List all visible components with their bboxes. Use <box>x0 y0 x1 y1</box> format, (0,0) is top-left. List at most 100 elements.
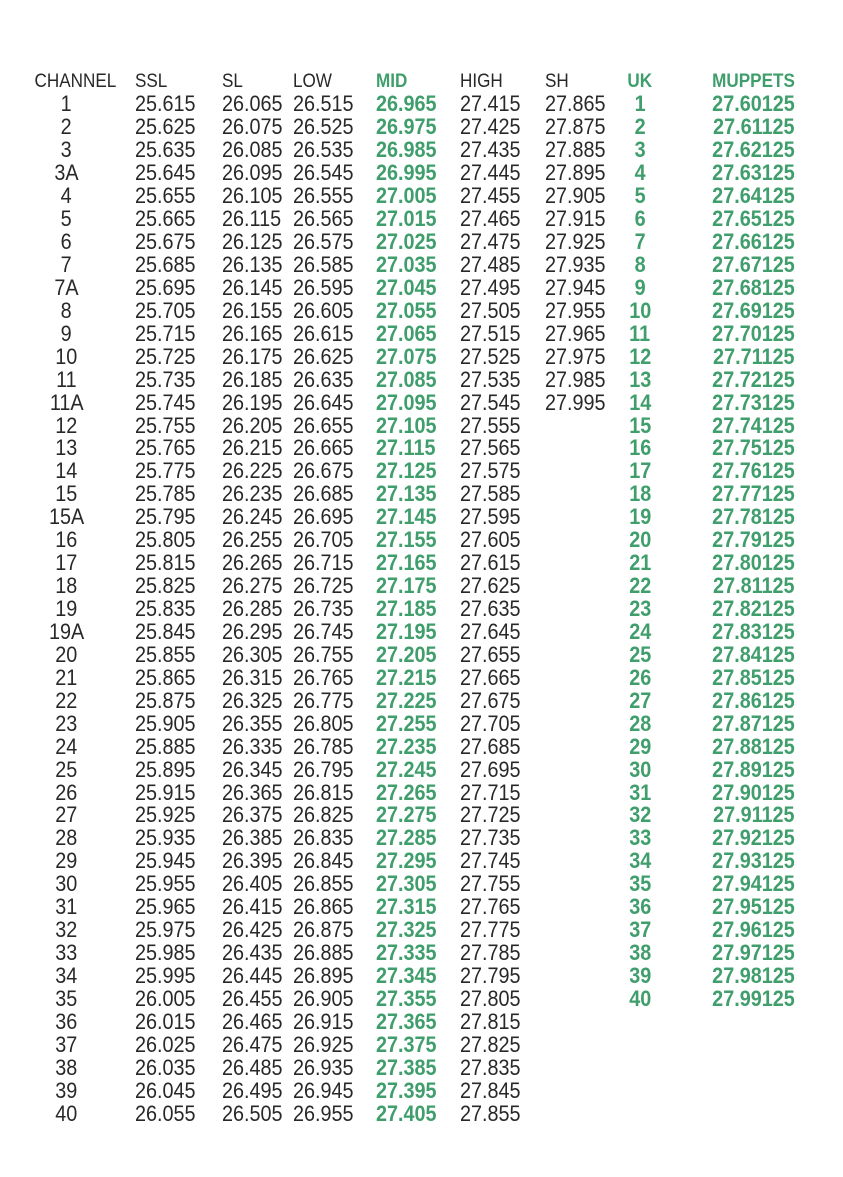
cell-uk: 28 <box>620 712 660 735</box>
cell-ssl: 25.705 <box>135 297 197 323</box>
cell-sh <box>545 988 607 1010</box>
cell-value-sl: 26.245 <box>222 504 283 530</box>
cell-value-mid: 27.115 <box>376 435 436 461</box>
cell-channel: 33 <box>30 942 103 964</box>
cell-low: 26.665 <box>293 437 355 459</box>
cell-uk: 10 <box>620 297 660 323</box>
cell-channel: 34 <box>30 965 103 987</box>
cell-value-ssl: 25.705 <box>135 297 196 323</box>
cell-muppets: 27.66125 <box>660 231 795 253</box>
cell-channel: 2 <box>30 116 103 138</box>
cell-value-sl: 26.345 <box>222 756 283 782</box>
cell-value-sh: 27.955 <box>545 297 606 323</box>
cell-sl: 26.115 <box>222 208 284 230</box>
cell-value-channel: 7A <box>54 274 79 300</box>
cell-uk: 21 <box>620 552 660 574</box>
cell-value-muppets: 27.60125 <box>712 91 795 117</box>
cell-value-ssl: 26.045 <box>135 1077 196 1103</box>
cell-sl: 26.105 <box>222 185 284 207</box>
cell-value-ssl: 25.695 <box>135 274 196 300</box>
column-header-uk: UK <box>620 72 660 91</box>
cell-value-high: 27.485 <box>460 251 521 277</box>
cell-value-sl: 26.295 <box>222 618 283 644</box>
cell-value-uk: 10 <box>628 297 652 323</box>
cell-value-mid: 26.995 <box>376 160 437 186</box>
table-row: 19 25.835 26.285 26.735 27.185 27.635 23 27.821… <box>30 598 843 621</box>
cell-channel: 36 <box>30 1010 103 1033</box>
cell-sh: 27.895 <box>545 162 607 184</box>
cell-uk: 3 <box>620 139 660 161</box>
cell-high: 27.415 <box>460 93 522 115</box>
cell-high: 27.655 <box>460 641 522 667</box>
cell-value-channel: 20 <box>55 641 78 667</box>
cell-muppets: 27.86125 <box>660 689 795 712</box>
cell-sl: 26.415 <box>222 896 284 918</box>
cell-sl: 26.405 <box>222 873 284 895</box>
cell-value-muppets: 27.76125 <box>712 458 795 484</box>
cell-value-mid: 27.305 <box>376 871 437 897</box>
cell-channel: 26 <box>30 781 103 804</box>
cell-low: 26.805 <box>293 712 355 735</box>
cell-value-mid: 27.185 <box>376 596 437 622</box>
cell-channel: 9 <box>30 322 103 345</box>
cell-value-sh: 27.935 <box>545 251 606 277</box>
cell-value-high: 27.655 <box>460 641 521 667</box>
cell-sh <box>545 483 607 505</box>
cell-value-high: 27.445 <box>460 160 521 186</box>
cell-value-sh: 27.865 <box>545 91 606 117</box>
cell-value-uk: 29 <box>628 733 652 759</box>
cell-value-ssl: 25.625 <box>135 114 196 140</box>
cell-value-uk: 3 <box>634 137 646 163</box>
cell-mid: 27.075 <box>376 345 438 368</box>
cell-sl: 26.345 <box>222 756 284 782</box>
cell-value-sl: 26.115 <box>222 206 282 232</box>
cell-value-high: 27.805 <box>460 985 521 1011</box>
cell-low: 26.945 <box>293 1079 355 1102</box>
cell-value-sl: 26.445 <box>222 963 283 989</box>
table-row: 39 26.045 26.495 26.945 27.395 27.845 <box>30 1079 843 1102</box>
cell-value-sh: 27.965 <box>545 320 606 346</box>
column-header-mid: MID <box>376 72 438 91</box>
cell-value-sh: 27.945 <box>545 274 606 300</box>
cell-value-uk: 22 <box>628 573 652 599</box>
table-row: 3A 25.645 26.095 26.545 26.995 27.445 27.895 4 2… <box>30 162 843 185</box>
cell-ssl: 25.895 <box>135 758 197 781</box>
cell-sl: 26.455 <box>222 987 284 1010</box>
cell-sl: 26.075 <box>222 116 284 138</box>
cell-mid: 27.205 <box>376 643 438 666</box>
cell-sh: 27.875 <box>545 116 607 138</box>
cell-sh <box>545 529 607 551</box>
cell-mid: 27.245 <box>376 758 438 781</box>
cell-high: 27.715 <box>460 781 522 804</box>
cell-value-mid: 27.375 <box>376 1031 437 1057</box>
table-row: 11A 25.745 26.195 26.645 27.095 27.545 27.995 1… <box>30 391 843 414</box>
cell-value-sl: 26.065 <box>222 91 283 117</box>
cell-value-mid: 27.395 <box>376 1077 437 1103</box>
cell-uk: 20 <box>620 529 660 551</box>
cell-muppets: 27.75125 <box>660 437 795 459</box>
cell-value-ssl: 25.785 <box>135 481 196 507</box>
cell-low: 26.515 <box>293 93 355 115</box>
cell-uk: 16 <box>620 437 660 459</box>
cell-ssl: 25.825 <box>135 575 197 597</box>
cell-muppets: 27.67125 <box>660 253 795 276</box>
cell-low: 26.525 <box>293 116 355 138</box>
cell-value-muppets: 27.97125 <box>712 940 795 966</box>
cell-value-channel: 8 <box>60 297 73 323</box>
table-row: 15A 25.795 26.245 26.695 27.145 27.595 19 27.78… <box>30 506 843 529</box>
cell-ssl: 25.755 <box>135 414 197 437</box>
cell-value-muppets: 27.62125 <box>712 137 795 163</box>
cell-value-sl: 26.135 <box>222 251 283 277</box>
cell-channel: 24 <box>30 735 103 758</box>
cell-value-channel: 28 <box>55 825 78 851</box>
cell-value-mid: 27.255 <box>376 710 437 736</box>
cell-muppets: 27.97125 <box>660 942 795 964</box>
cell-sh: 27.975 <box>545 345 607 368</box>
cell-channel: 21 <box>30 666 103 689</box>
cell-uk: 35 <box>620 873 660 895</box>
cell-value-muppets: 27.61125 <box>713 114 795 140</box>
cell-low: 26.855 <box>293 873 355 895</box>
cell-ssl: 25.795 <box>135 506 197 528</box>
cell-value-channel: 11A <box>49 389 84 415</box>
cell-muppets: 27.63125 <box>660 162 795 184</box>
